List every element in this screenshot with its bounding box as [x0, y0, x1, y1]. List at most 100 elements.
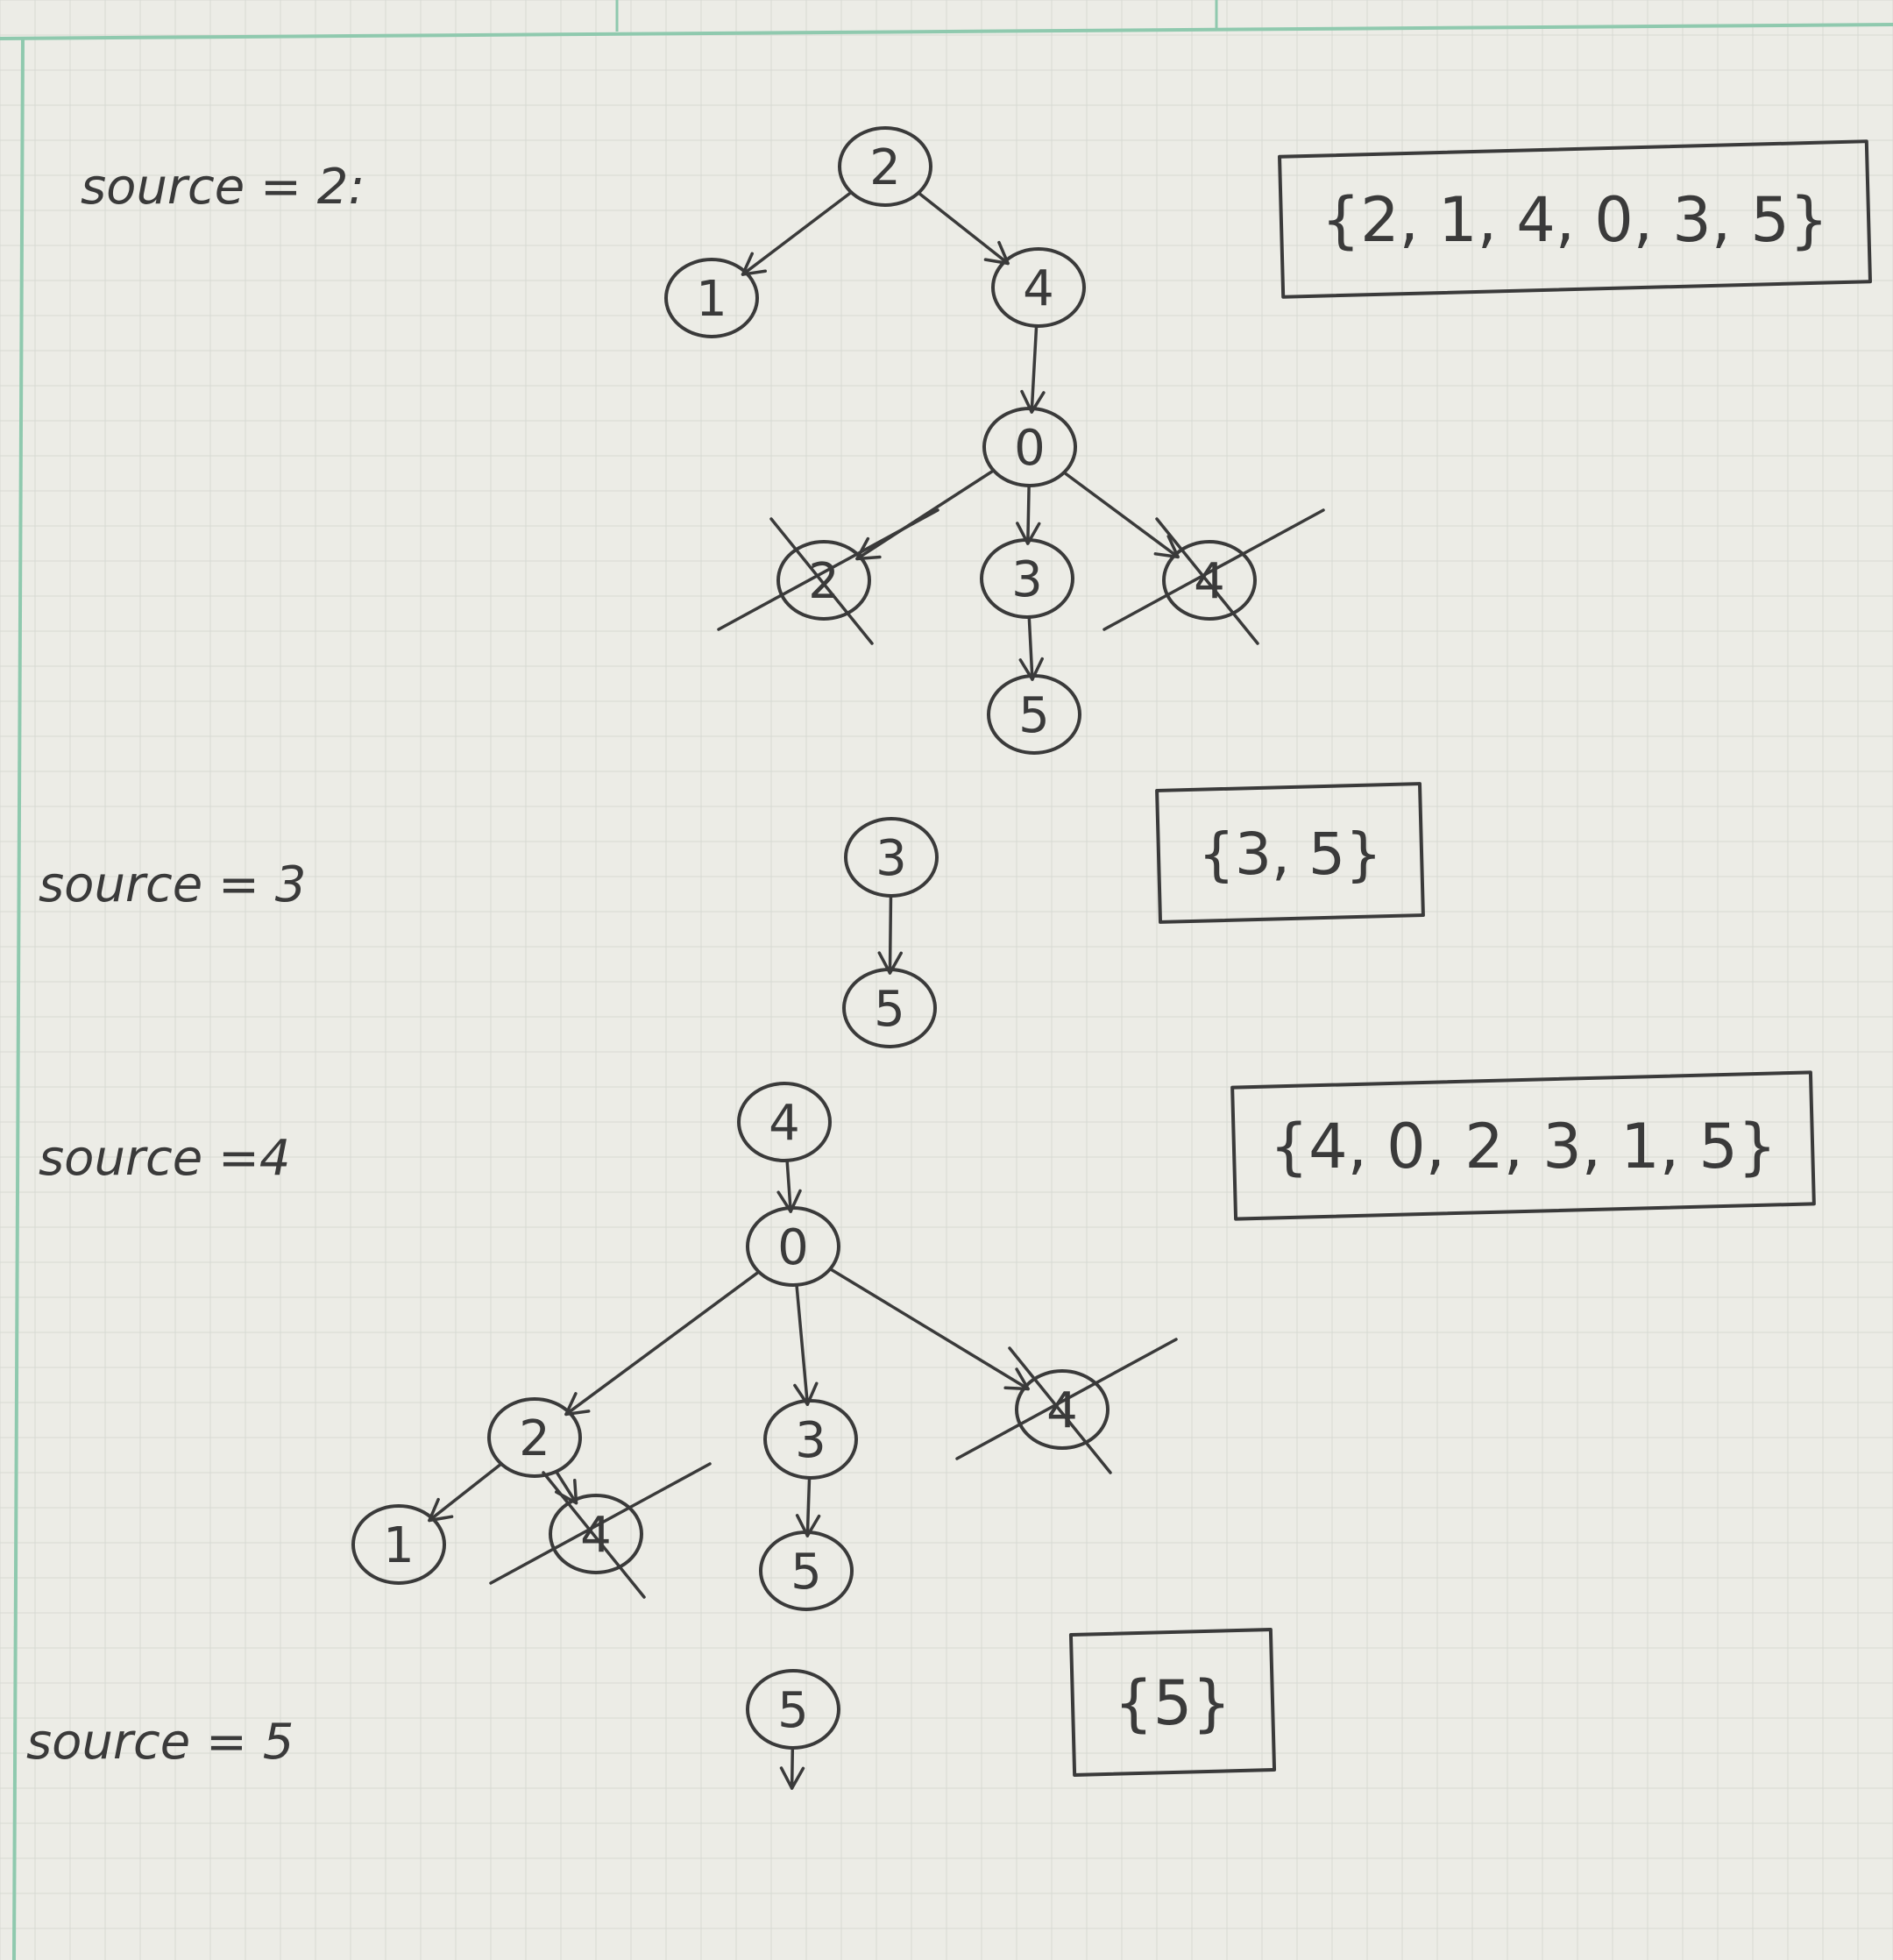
- visit-order-result: {3, 5}: [1198, 820, 1382, 888]
- graph-node: 4: [991, 247, 1086, 328]
- node-circle: [549, 1494, 643, 1574]
- traversal-section-s4: source =4 {4, 0, 2, 3, 1, 5} 4 0 2 3 4 1 4 5: [39, 1070, 1816, 1611]
- result-box: [1155, 782, 1425, 924]
- graph-node: 1: [664, 258, 759, 338]
- strike-line: [1008, 1346, 1112, 1474]
- node-label: 4: [769, 1095, 800, 1152]
- node-circle: [746, 1206, 840, 1287]
- node-label: 0: [1014, 420, 1046, 477]
- arrowhead-icon: [1020, 389, 1046, 414]
- node-circle: [844, 817, 939, 898]
- traversal-section-s3: source = 3 {3, 5} 3 5: [39, 782, 1425, 1048]
- node-circle: [980, 538, 1074, 619]
- node-circle: [664, 258, 759, 338]
- source-label: source = 2:: [81, 159, 365, 216]
- node-circle: [1162, 540, 1257, 621]
- edge-c2-c1: [428, 1462, 503, 1523]
- strike-line: [769, 517, 874, 645]
- edge-c3-c5: [805, 1476, 812, 1537]
- edge-c0-c2: [564, 1270, 761, 1417]
- source-label: source = 5: [26, 1714, 294, 1771]
- edge-a2-a4: [917, 191, 1010, 266]
- arrowhead-icon: [564, 1392, 591, 1417]
- result-box: [1230, 1070, 1816, 1221]
- visited-node-crossed: 4: [489, 1462, 712, 1599]
- node-circle: [763, 1399, 858, 1480]
- node-label: 1: [696, 271, 727, 328]
- arrowhead-icon: [428, 1497, 454, 1523]
- node-label: 5: [1018, 687, 1050, 744]
- node-circle: [737, 1082, 832, 1162]
- dangling-edge-d5: [790, 1746, 795, 1790]
- edge-c0-c3: [795, 1283, 810, 1406]
- edge-a0-a2x: [855, 468, 996, 561]
- arrowhead-icon: [776, 1189, 802, 1213]
- visit-order-result: {4, 0, 2, 3, 1, 5}: [1270, 1111, 1777, 1182]
- graph-node: 3: [844, 817, 939, 898]
- result-box: [1068, 1628, 1277, 1777]
- strike-line: [1102, 508, 1325, 631]
- node-label: 5: [791, 1544, 822, 1601]
- node-circle: [838, 126, 932, 207]
- edge-c0-c4x: [828, 1267, 1030, 1391]
- node-circle: [487, 1397, 582, 1478]
- arrowhead-icon: [1153, 535, 1180, 559]
- node-label: 3: [1011, 551, 1043, 608]
- top-margin-line: [0, 23, 1893, 40]
- arrowhead-icon: [877, 951, 903, 975]
- traversal-section-s5: source = 5 {5} 5: [26, 1628, 1277, 1790]
- graph-node: 5: [842, 968, 937, 1048]
- node-label: 1: [383, 1517, 415, 1574]
- node-circle: [351, 1504, 446, 1585]
- graph-node: 5: [759, 1530, 854, 1611]
- node-circle: [982, 407, 1077, 487]
- strike-line: [955, 1338, 1178, 1460]
- node-label: 5: [874, 981, 905, 1038]
- source-label: source =4: [39, 1130, 291, 1187]
- strike-line: [542, 1471, 646, 1599]
- arrowhead-icon: [855, 536, 882, 561]
- arrowhead-icon: [1016, 522, 1041, 545]
- node-circle: [1015, 1369, 1110, 1450]
- node-circle: [991, 247, 1086, 328]
- graph-node: 2: [838, 126, 932, 207]
- arrowhead-icon: [779, 1766, 805, 1790]
- graph-node: 1: [351, 1504, 446, 1585]
- visited-node-crossed: 2: [717, 508, 939, 645]
- visit-order-result: {5}: [1114, 1667, 1231, 1739]
- strike-line: [717, 508, 939, 631]
- node-circle: [759, 1530, 854, 1611]
- edge-a0-a4x: [1062, 471, 1180, 559]
- graph-node: 2: [487, 1397, 582, 1478]
- left-margin-line: [12, 38, 25, 1960]
- result-box: [1278, 139, 1872, 299]
- edge-c4-c0: [785, 1159, 792, 1213]
- graph-node: 4: [737, 1082, 832, 1162]
- source-label: source = 3: [39, 856, 306, 913]
- arrowhead-icon: [1003, 1367, 1030, 1391]
- edge-c2-c4y: [554, 1469, 578, 1505]
- arrowhead-icon: [741, 252, 768, 276]
- node-circle: [987, 674, 1081, 755]
- node-circle: [776, 540, 871, 621]
- graph-node: 0: [982, 407, 1077, 487]
- arrowhead-icon: [1018, 657, 1044, 681]
- arrowhead-icon: [983, 240, 1010, 266]
- edge-a2-a1: [741, 190, 854, 276]
- graph-node: 0: [746, 1206, 840, 1287]
- visited-node-crossed: 4: [955, 1338, 1178, 1474]
- graph-node: 5: [987, 674, 1081, 755]
- visit-order-result: {2, 1, 4, 0, 3, 5}: [1322, 184, 1829, 256]
- arrowhead-icon: [795, 1514, 821, 1537]
- node-circle: [842, 968, 937, 1048]
- edge-a3-a5: [1027, 615, 1034, 681]
- graph-node: 3: [980, 538, 1074, 619]
- node-label: 3: [876, 830, 907, 887]
- node-circle: [746, 1669, 840, 1750]
- node-label: 0: [777, 1219, 809, 1276]
- node-label: 3: [795, 1412, 826, 1469]
- strike-line: [1155, 517, 1259, 645]
- graph-node: 5: [746, 1669, 840, 1750]
